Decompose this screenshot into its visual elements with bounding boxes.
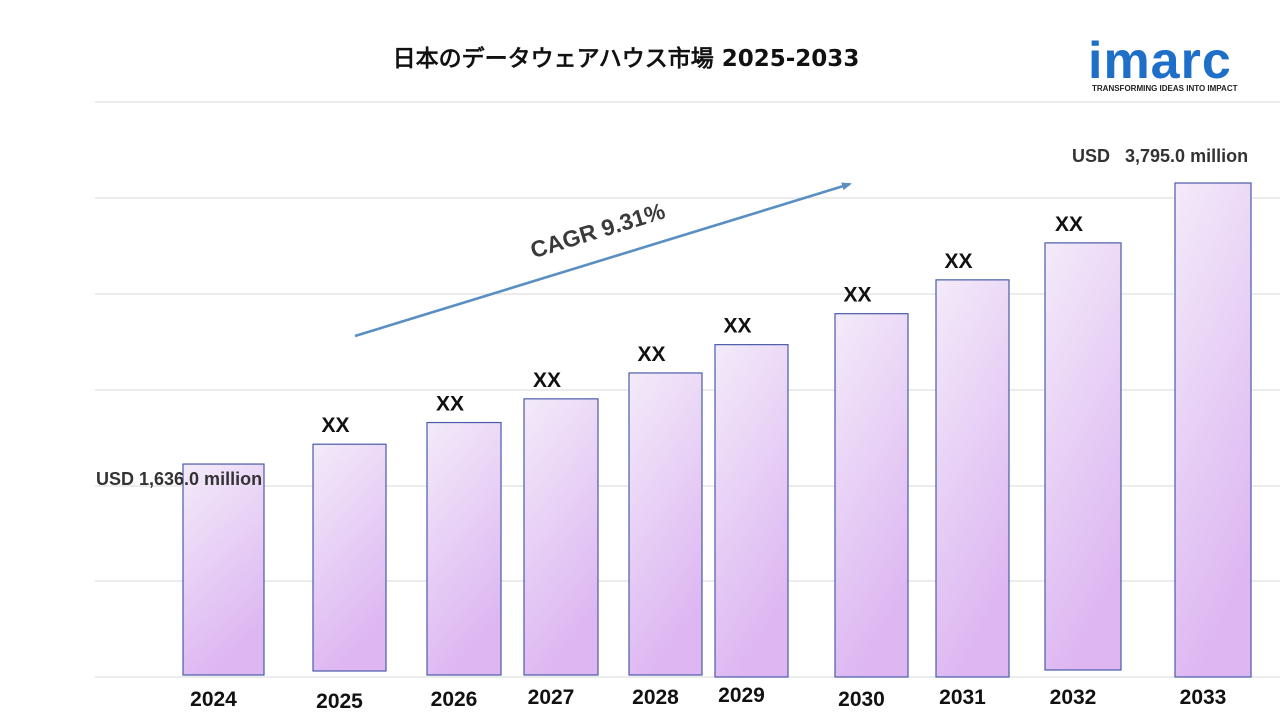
x-tick-label-2025: 2025 <box>316 690 363 713</box>
logo-wordmark: imarc <box>1088 32 1232 90</box>
x-tick-label-2027: 2027 <box>528 686 575 709</box>
bar-2025 <box>312 443 387 672</box>
logo-tagline: TRANSFORMING IDEAS INTO IMPACT <box>1092 84 1238 93</box>
value-label-2026: XX <box>436 393 464 416</box>
x-tick-label-2033: 2033 <box>1180 686 1227 709</box>
bar-2031 <box>935 279 1010 678</box>
bar-2024 <box>182 463 265 676</box>
cagr-annotation: CAGR 9.31% <box>527 198 668 264</box>
bar-2026 <box>426 421 502 676</box>
bars <box>182 182 1252 678</box>
value-label-2027: XX <box>533 369 561 392</box>
value-label-2029: XX <box>723 315 751 338</box>
x-tick-label-2032: 2032 <box>1050 686 1097 709</box>
bar-2030 <box>834 313 909 678</box>
value-label-2031: XX <box>944 250 972 273</box>
imarc-logo: imarc TRANSFORMING IDEAS INTO IMPACT <box>1088 32 1238 93</box>
bar-2027 <box>523 398 599 676</box>
chart-title: 日本のデータウェアハウス市場 2025-2033 <box>393 45 860 72</box>
bar-2032 <box>1044 242 1122 671</box>
x-tick-label-2026: 2026 <box>431 688 478 711</box>
bar-2033 <box>1174 182 1252 678</box>
value-label-2030: XX <box>843 284 871 307</box>
x-tick-label-2031: 2031 <box>939 686 986 709</box>
bar-2028 <box>628 372 703 676</box>
x-tick-labels: 2024 2025 2026 2027 2028 2029 2030 2031 2032 2033 <box>190 684 1226 713</box>
bar-2029 <box>714 344 789 678</box>
cagr-arrow <box>354 182 852 338</box>
x-tick-label-2029: 2029 <box>718 684 765 707</box>
value-label-2028: XX <box>637 343 665 366</box>
value-labels: USD 1,636.0 million XX XX XX XX XX XX XX XX USD 3… <box>96 146 1248 489</box>
x-tick-label-2030: 2030 <box>838 688 885 711</box>
value-label-2033: USD 3,795.0 million <box>1072 146 1248 166</box>
value-label-2032: XX <box>1055 213 1083 236</box>
x-tick-label-2024: 2024 <box>190 688 237 711</box>
value-label-2025: XX <box>321 414 349 437</box>
value-label-2024: USD 1,636.0 million <box>96 469 262 489</box>
x-tick-label-2028: 2028 <box>632 686 679 709</box>
